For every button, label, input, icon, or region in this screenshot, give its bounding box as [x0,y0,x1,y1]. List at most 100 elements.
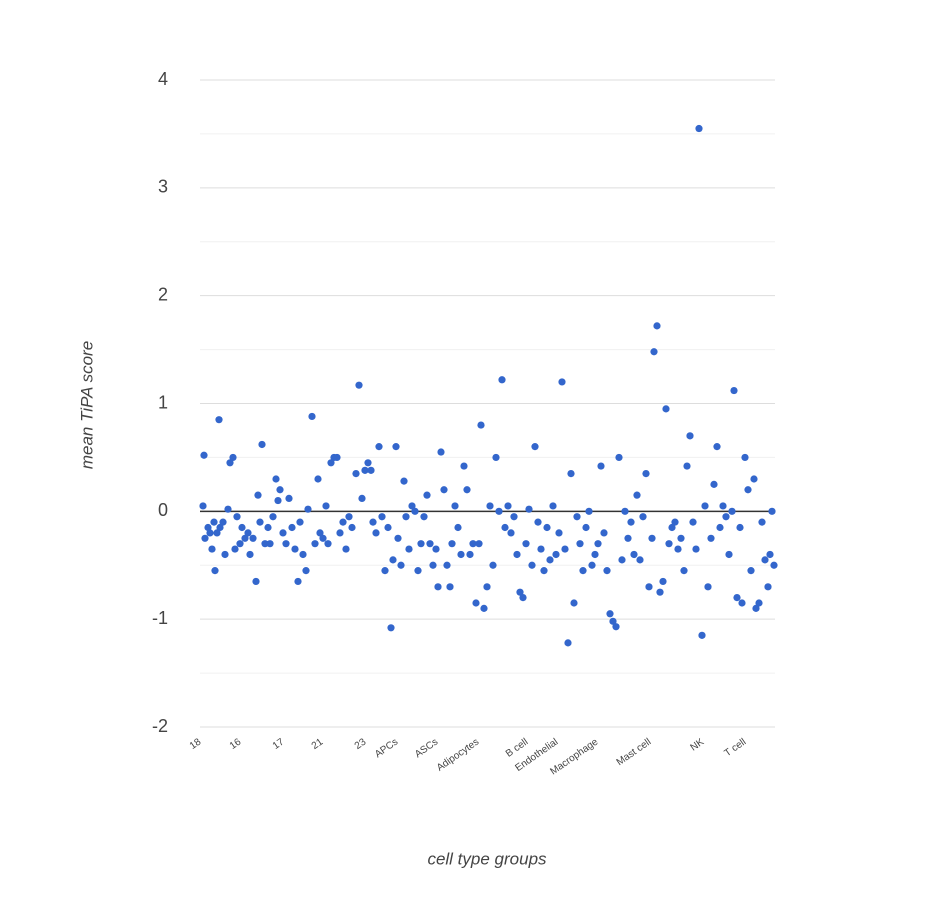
x-tick-label: ASCs [413,737,440,761]
point [633,491,641,499]
point [730,386,738,395]
point [355,381,363,389]
point [448,540,456,548]
point [256,518,264,526]
point [747,567,755,575]
point [761,556,769,564]
point [261,540,269,548]
point [219,518,227,526]
point [609,617,617,625]
point [210,518,218,526]
point [342,545,350,553]
point [394,534,402,542]
point [695,124,703,133]
point [564,639,572,647]
point [522,540,530,548]
point [276,486,284,494]
point [576,540,584,548]
point [426,540,434,548]
point [750,475,758,483]
point [653,322,661,330]
point [624,534,632,542]
point [755,599,763,607]
point [472,599,480,607]
point [269,513,277,521]
point [402,513,410,521]
point [282,540,290,548]
point [615,453,623,462]
point [304,505,312,513]
y-tick-label: -1 [152,608,168,628]
point [233,513,241,521]
point [736,523,744,532]
point [457,550,465,559]
point [561,545,569,553]
point [319,534,327,542]
point [516,588,524,596]
point [579,567,587,575]
point [215,416,223,424]
point [741,453,749,462]
x-tick-label: 17 [271,736,287,752]
point [630,550,638,559]
point [680,567,688,575]
point [501,523,509,532]
point [492,453,500,462]
point [645,583,653,591]
x-tick-label: 23 [353,736,369,752]
point [642,469,650,478]
point [677,534,685,542]
point [208,545,216,553]
point [352,469,360,478]
y-tick-label: 0 [158,500,168,520]
point [674,545,682,553]
point [288,523,296,532]
point [770,561,778,569]
point [555,529,563,537]
point [716,523,724,532]
point [254,491,262,499]
point [333,453,341,462]
point [704,583,712,591]
point [454,523,462,532]
x-tick-label: Adipocytes [435,737,481,774]
point [722,513,730,521]
x-tick-label: T cell [722,737,748,760]
point [744,486,752,494]
point [534,518,542,526]
point [585,507,593,515]
point [423,491,431,499]
point [231,545,239,553]
point [432,545,440,553]
point [552,550,560,559]
point [513,550,521,559]
point [405,545,413,553]
point [525,505,533,513]
point [345,513,353,521]
point [671,518,679,526]
point [437,448,445,456]
point [408,502,416,510]
point [659,577,667,586]
point [531,443,539,451]
point [238,523,246,532]
point [612,623,620,631]
point [420,513,428,521]
point [224,505,232,513]
point [495,507,503,515]
point [336,529,344,537]
point [719,502,727,510]
point [221,550,229,559]
point [758,518,766,526]
x-tick-label: 21 [310,736,326,752]
point [698,631,706,639]
point [627,518,635,526]
point [411,507,419,515]
point [618,556,626,564]
point [665,540,673,548]
point [252,577,260,586]
point [582,523,590,532]
point [656,588,664,596]
point [266,540,274,548]
